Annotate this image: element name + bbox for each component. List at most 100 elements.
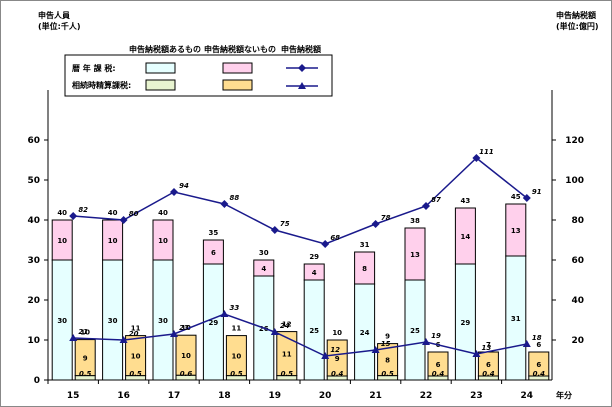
- label-souzoku-without-tax: 9: [83, 355, 88, 363]
- rekinen-tax-point: [119, 216, 128, 224]
- bar-rekinen-without-tax: [51, 219, 73, 261]
- rekinen-tax-point: [69, 212, 78, 220]
- x-unit-label: 年分: [556, 390, 572, 400]
- label-souzoku-with-tax: 0.5: [129, 370, 142, 378]
- right-tick-label: 100: [565, 176, 584, 186]
- label-rekinen-without-tax: 4: [261, 265, 266, 273]
- label-rekinen-total: 35: [209, 229, 219, 237]
- souzoku-tax-point-label: 24: [280, 322, 290, 330]
- label-rekinen-total: 31: [360, 241, 370, 249]
- label-rekinen-with-tax: 25: [309, 327, 319, 335]
- x-tick-label: 20: [319, 391, 332, 401]
- rekinen-tax-point-label: 80: [129, 210, 139, 218]
- rekinen-tax-point-label: 94: [179, 182, 189, 190]
- right-tick-label: 80: [571, 216, 584, 226]
- bar-souzoku-without-tax: [427, 351, 449, 377]
- bar-rekinen-without-tax: [152, 219, 174, 261]
- label-rekinen-with-tax: 29: [209, 319, 219, 327]
- right-axis-unit: (単位:億円): [556, 21, 599, 31]
- legend-marker-diamond: [298, 64, 306, 72]
- left-axis-title: 申告人員: [38, 10, 70, 20]
- label-souzoku-with-tax: 0.6: [180, 370, 193, 378]
- label-rekinen-without-tax: 4: [312, 269, 317, 277]
- bar-rekinen-without-tax: [404, 227, 426, 281]
- label-rekinen-total: 40: [158, 209, 168, 217]
- label-souzoku-with-tax: 0.4: [533, 370, 546, 378]
- souzoku-tax-point-label: 18: [532, 334, 542, 342]
- label-rekinen-with-tax: 30: [108, 317, 118, 325]
- label-rekinen-without-tax: 10: [158, 237, 168, 245]
- rekinen-tax-point: [522, 194, 531, 202]
- legend-col3: 申告納税額: [281, 44, 321, 54]
- label-rekinen-without-tax: 14: [461, 233, 471, 241]
- x-tick-label: 24: [521, 391, 534, 401]
- label-souzoku-without-tax: 6: [536, 361, 541, 369]
- x-tick-label: 16: [117, 391, 130, 401]
- rekinen-tax-point: [321, 240, 330, 248]
- legend: 申告納税額あるもの 申告納税額ないもの 申告納税額 暦 年 課 税: 相続時精算…: [64, 44, 333, 97]
- label-rekinen-without-tax: 10: [108, 237, 118, 245]
- bar-rekinen-without-tax: [505, 203, 527, 257]
- label-rekinen-with-tax: 31: [511, 315, 521, 323]
- bar-rekinen-without-tax: [202, 239, 224, 265]
- left-tick-label: 0: [34, 376, 40, 386]
- bar-souzoku-without-tax: [225, 335, 247, 377]
- legend-col2: 申告納税額ないもの: [204, 44, 276, 54]
- label-souzoku-total: 6: [536, 341, 541, 349]
- bar-rekinen-without-tax: [354, 251, 376, 285]
- x-tick-label: 19: [269, 391, 282, 401]
- rekinen-tax-point: [371, 220, 380, 228]
- left-tick-label: 20: [27, 296, 40, 306]
- bar-souzoku-without-tax: [74, 339, 96, 377]
- souzoku-tax-point: [270, 328, 279, 335]
- label-rekinen-total: 38: [410, 217, 420, 225]
- souzoku-tax-point-label: 20: [129, 330, 139, 338]
- label-rekinen-total: 40: [57, 209, 67, 217]
- label-souzoku-total: 11: [131, 325, 141, 333]
- legend-swatch-rekinen-without: [222, 62, 253, 74]
- legend-marker-triangle: [298, 82, 306, 89]
- souzoku-tax-point-label: 33: [230, 304, 240, 312]
- right-axis-title: 申告納税額: [556, 10, 596, 20]
- label-rekinen-without-tax: 13: [511, 227, 521, 235]
- bar-rekinen-without-tax: [303, 263, 325, 281]
- x-tick-label: 21: [369, 391, 382, 401]
- label-souzoku-total: 9: [385, 333, 390, 341]
- legend-col1: 申告納税額あるもの: [129, 44, 201, 54]
- label-souzoku-total: 11: [232, 325, 242, 333]
- legend-box: [64, 54, 333, 97]
- left-tick-label: 40: [27, 216, 40, 226]
- rekinen-tax-point-label: 68: [330, 234, 340, 242]
- souzoku-tax-point-label: 19: [431, 332, 441, 340]
- label-souzoku-without-tax: 6: [486, 361, 491, 369]
- legend-row2: 相続時精算課税:: [72, 80, 131, 90]
- label-rekinen-with-tax: 26: [259, 325, 269, 333]
- label-rekinen-without-tax: 10: [57, 237, 67, 245]
- label-rekinen-with-tax: 30: [158, 317, 168, 325]
- right-tick-label: 120: [565, 136, 584, 146]
- souzoku-tax-point: [522, 340, 531, 347]
- rekinen-tax-point-label: 88: [230, 194, 240, 202]
- rekinen-tax-point: [170, 188, 178, 196]
- x-tick-label: 15: [67, 391, 80, 401]
- x-tick-label: 22: [420, 391, 433, 401]
- label-souzoku-without-tax: 8: [385, 357, 390, 365]
- souzoku-tax-point-label: 15: [381, 340, 391, 348]
- x-tick-label: 18: [218, 391, 231, 401]
- plot-area: 010203040506020406080100120153010400.591…: [27, 90, 584, 401]
- bar-rekinen-without-tax: [454, 207, 476, 265]
- rekinen-tax-point: [220, 200, 229, 208]
- rekinen-tax-point-label: 78: [381, 214, 391, 222]
- rekinen-tax-point: [422, 202, 430, 210]
- label-rekinen-without-tax: 8: [362, 265, 367, 273]
- left-tick-label: 30: [27, 256, 40, 266]
- label-rekinen-with-tax: 25: [410, 327, 420, 335]
- label-souzoku-without-tax: 9: [335, 355, 340, 363]
- bar-souzoku-without-tax: [175, 334, 197, 376]
- bar-souzoku-without-tax: [528, 351, 550, 377]
- souzoku-tax-point-label: 23: [179, 324, 189, 332]
- souzoku-tax-point: [69, 334, 78, 341]
- x-tick-label: 17: [168, 391, 181, 401]
- souzoku-tax-point: [472, 350, 481, 357]
